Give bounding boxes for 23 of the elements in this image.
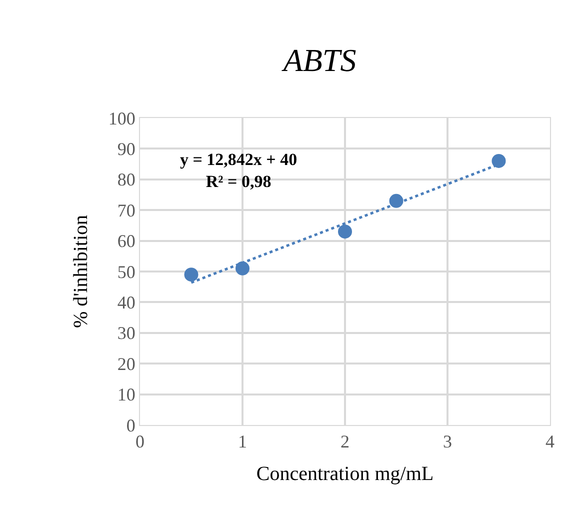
y-tick-label: 30	[117, 323, 136, 344]
x-axis-title: Concentration mg/mL	[256, 463, 434, 486]
y-tick-label: 100	[108, 108, 136, 128]
annotation: y = 12,842x + 40 R² = 0,98	[180, 150, 298, 192]
y-tick-label: 0	[126, 415, 136, 436]
point	[338, 224, 352, 239]
y-tick-label: 40	[117, 292, 136, 312]
y-tick-label: 90	[117, 139, 136, 159]
chart-title: ABTS	[281, 42, 356, 78]
y-axis-title: % d'inhibition	[70, 214, 92, 328]
x-tick-label: 3	[443, 432, 452, 452]
x-tick-label: 1	[238, 432, 247, 452]
point	[184, 268, 198, 282]
x-tick-label: 4	[546, 432, 554, 452]
point	[236, 261, 250, 276]
y-tick-label: 80	[117, 170, 136, 190]
y-tick-label: 50	[117, 262, 136, 282]
x-tick-label: 2	[340, 432, 350, 452]
y-tick-label: 10	[117, 384, 136, 405]
y-tick-label: 60	[117, 231, 136, 252]
point	[492, 154, 506, 168]
y-tick-label: 20	[117, 354, 136, 374]
y-tick-label: 70	[117, 200, 136, 220]
